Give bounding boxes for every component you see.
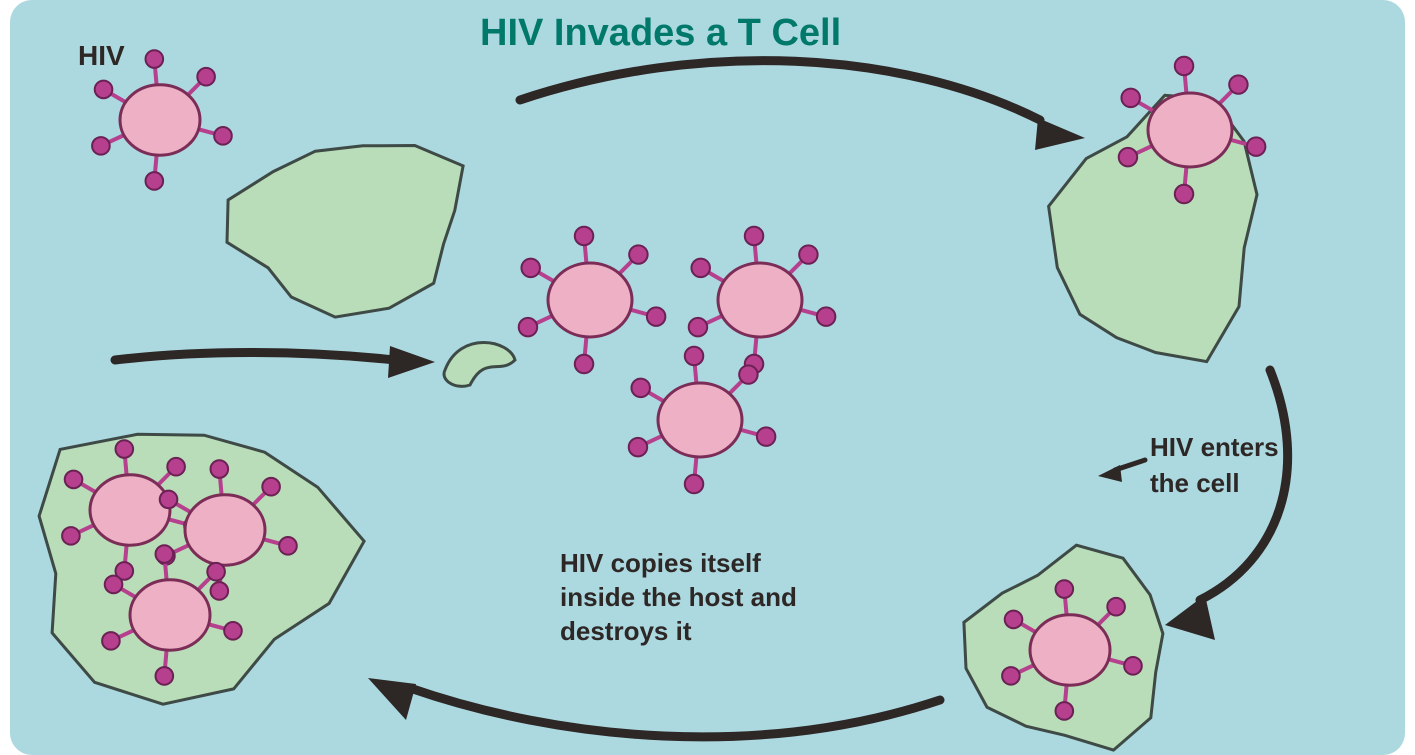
caption-copies-line1: HIV copies itself bbox=[560, 548, 761, 579]
caption-copies-line2: inside the host and bbox=[560, 582, 797, 613]
diagram-title: HIV Invades a T Cell bbox=[480, 12, 841, 55]
diagram-panel bbox=[10, 0, 1405, 755]
caption-enters-line1: HIV enters bbox=[1150, 432, 1279, 463]
label-hiv: HIV bbox=[78, 40, 125, 72]
caption-copies-line3: destroys it bbox=[560, 616, 692, 647]
caption-enters-line2: the cell bbox=[1150, 468, 1240, 499]
label-tcell: T Cell bbox=[325, 202, 401, 234]
